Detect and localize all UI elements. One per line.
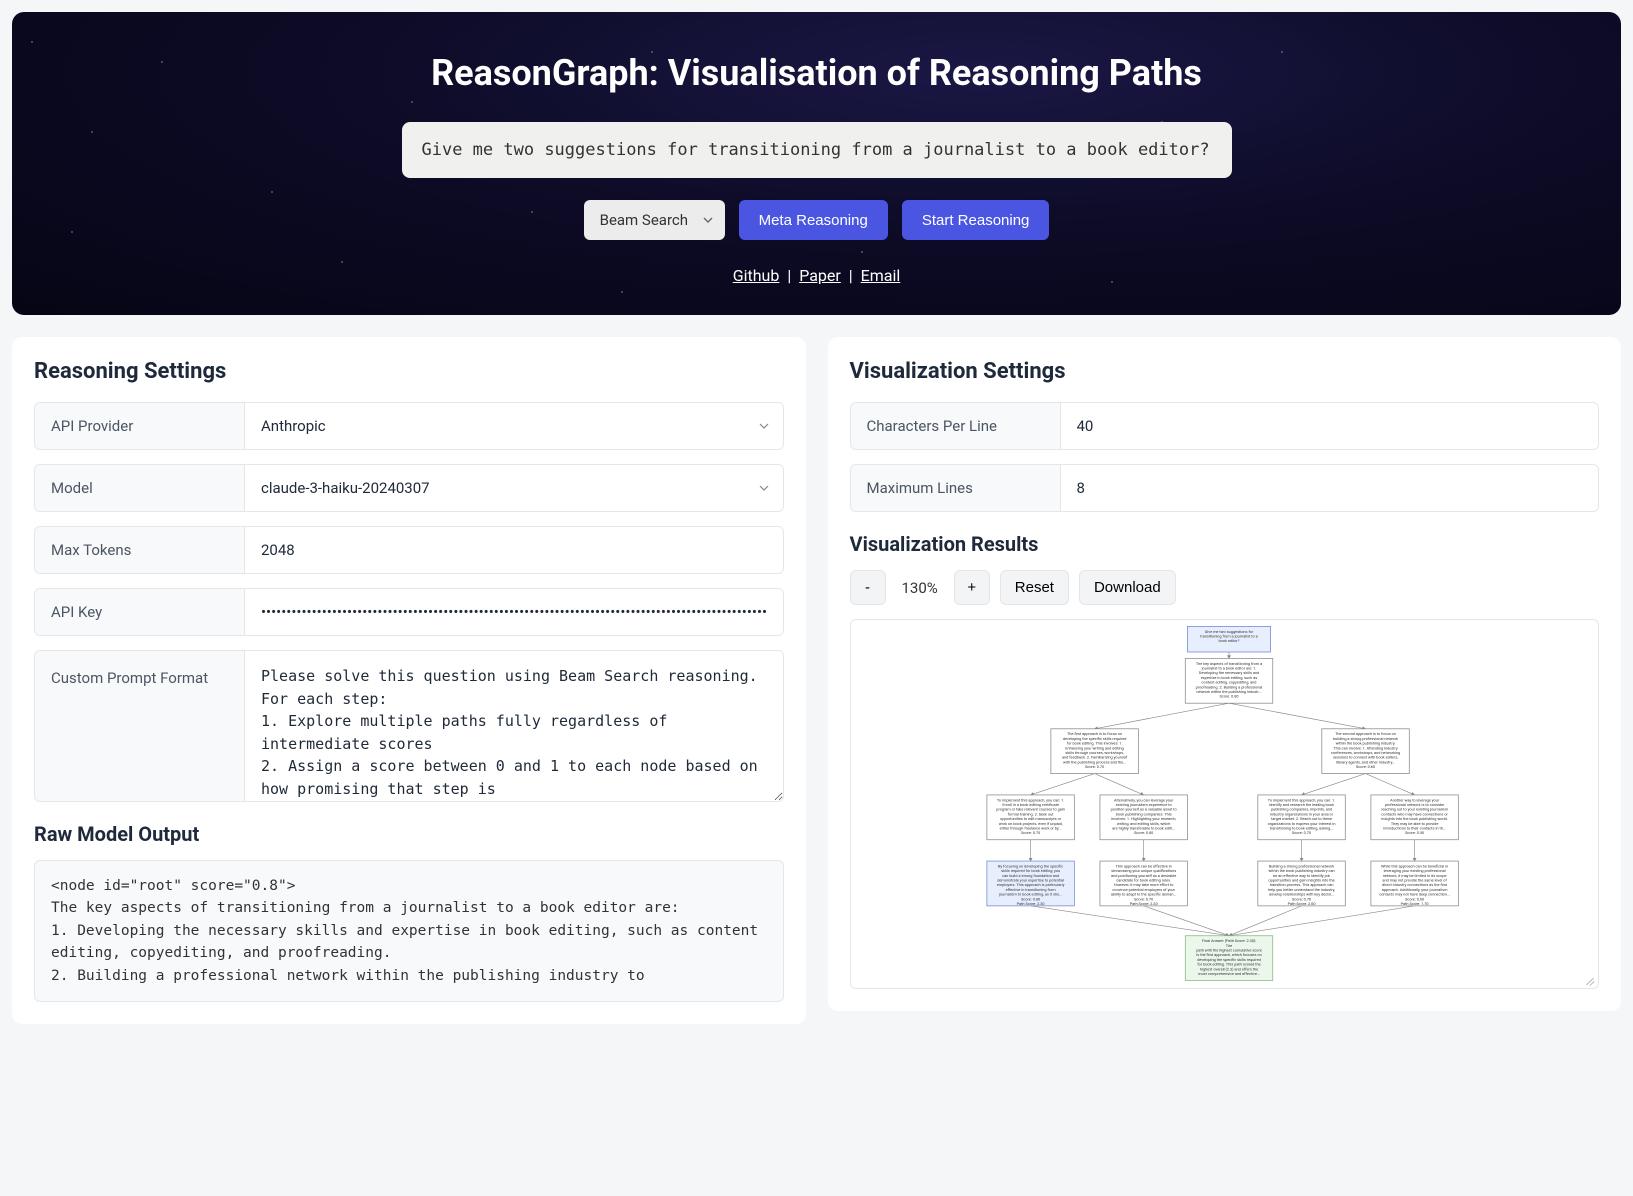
max-lines-row: Maximum Lines [850,464,1600,512]
max-tokens-input[interactable] [245,527,783,573]
svg-text:Score: 0.80: Score: 0.80 [1134,830,1153,835]
api-provider-row: API Provider Anthropic [34,402,784,450]
cpl-input[interactable] [1061,403,1599,449]
cpl-label: Characters Per Line [851,403,1061,449]
svg-text:Score: 0.50: Score: 0.50 [1405,830,1424,835]
page-title: ReasonGraph: Visualisation of Reasoning … [36,52,1597,94]
method-select[interactable]: Beam Search [584,200,725,240]
svg-text:Score: 0.60: Score: 0.60 [1356,764,1375,769]
max-lines-label: Maximum Lines [851,465,1061,511]
link-separator: | [849,266,853,285]
graph-svg: Give me two suggestions fortransitioning… [851,620,1599,988]
max-tokens-row: Max Tokens [34,526,784,574]
panels-row: Reasoning Settings API Provider Anthropi… [12,337,1621,1024]
start-reasoning-button[interactable]: Start Reasoning [902,200,1050,240]
download-button[interactable]: Download [1079,570,1176,605]
query-input[interactable] [402,122,1232,178]
svg-text:Path Score: 1.70: Path Score: 1.70 [1400,901,1428,906]
svg-text:Path Score: 2.30: Path Score: 2.30 [1016,901,1044,906]
model-label: Model [35,465,245,511]
link-separator: | [787,266,791,285]
method-select-wrap: Beam Search [584,200,725,240]
max-lines-input[interactable] [1061,465,1599,511]
email-link[interactable]: Email [861,266,901,285]
custom-prompt-label: Custom Prompt Format [35,651,245,801]
reasoning-settings-panel: Reasoning Settings API Provider Anthropi… [12,337,806,1024]
api-key-row: API Key [34,588,784,636]
zoom-in-button[interactable]: + [954,570,990,605]
reset-button[interactable]: Reset [1000,570,1069,605]
svg-text:Score: 0.70: Score: 0.70 [1021,830,1040,835]
svg-text:Path Score: 2.00: Path Score: 2.00 [1287,901,1315,906]
custom-prompt-textarea[interactable] [245,651,783,801]
visualization-settings-heading: Visualization Settings [850,359,1600,384]
model-select[interactable]: claude-3-haiku-20240307 [245,465,783,511]
svg-text:Score: 0.80: Score: 0.80 [1219,694,1238,699]
viz-toolbar: - 130% + Reset Download [850,570,1600,605]
custom-prompt-row: Custom Prompt Format [34,650,784,802]
visualization-results-heading: Visualization Results [850,532,1600,556]
visualization-canvas[interactable]: Give me two suggestions fortransitioning… [850,619,1600,989]
meta-reasoning-button[interactable]: Meta Reasoning [739,200,888,240]
cpl-row: Characters Per Line [850,402,1600,450]
svg-text:book editor?: book editor? [1218,638,1239,643]
svg-text:Path Score: 2.20: Path Score: 2.20 [1129,901,1157,906]
max-tokens-label: Max Tokens [35,527,245,573]
api-key-input[interactable] [245,589,783,635]
hero-banner: ReasonGraph: Visualisation of Reasoning … [12,12,1621,315]
hero-links: Github | Paper | Email [36,266,1597,285]
model-row: Model claude-3-haiku-20240307 [34,464,784,512]
reasoning-settings-heading: Reasoning Settings [34,359,784,384]
svg-text:most comprehensive and effecti: most comprehensive and effective... [1198,971,1260,976]
visualization-panel: Visualization Settings Characters Per Li… [828,337,1622,1011]
raw-output-block: <node id="root" score="0.8"> The key asp… [34,860,784,1002]
svg-text:Score: 0.70: Score: 0.70 [1292,830,1311,835]
github-link[interactable]: Github [733,266,780,285]
svg-text:Score: 0.70: Score: 0.70 [1085,764,1104,769]
zoom-level: 130% [896,579,944,597]
api-provider-label: API Provider [35,403,245,449]
paper-link[interactable]: Paper [799,266,841,285]
zoom-out-button[interactable]: - [850,570,886,605]
resize-handle-icon[interactable] [1582,972,1596,986]
api-provider-select[interactable]: Anthropic [245,403,783,449]
api-key-label: API Key [35,589,245,635]
raw-output-heading: Raw Model Output [34,822,784,846]
hero-controls: Beam Search Meta Reasoning Start Reasoni… [36,200,1597,240]
